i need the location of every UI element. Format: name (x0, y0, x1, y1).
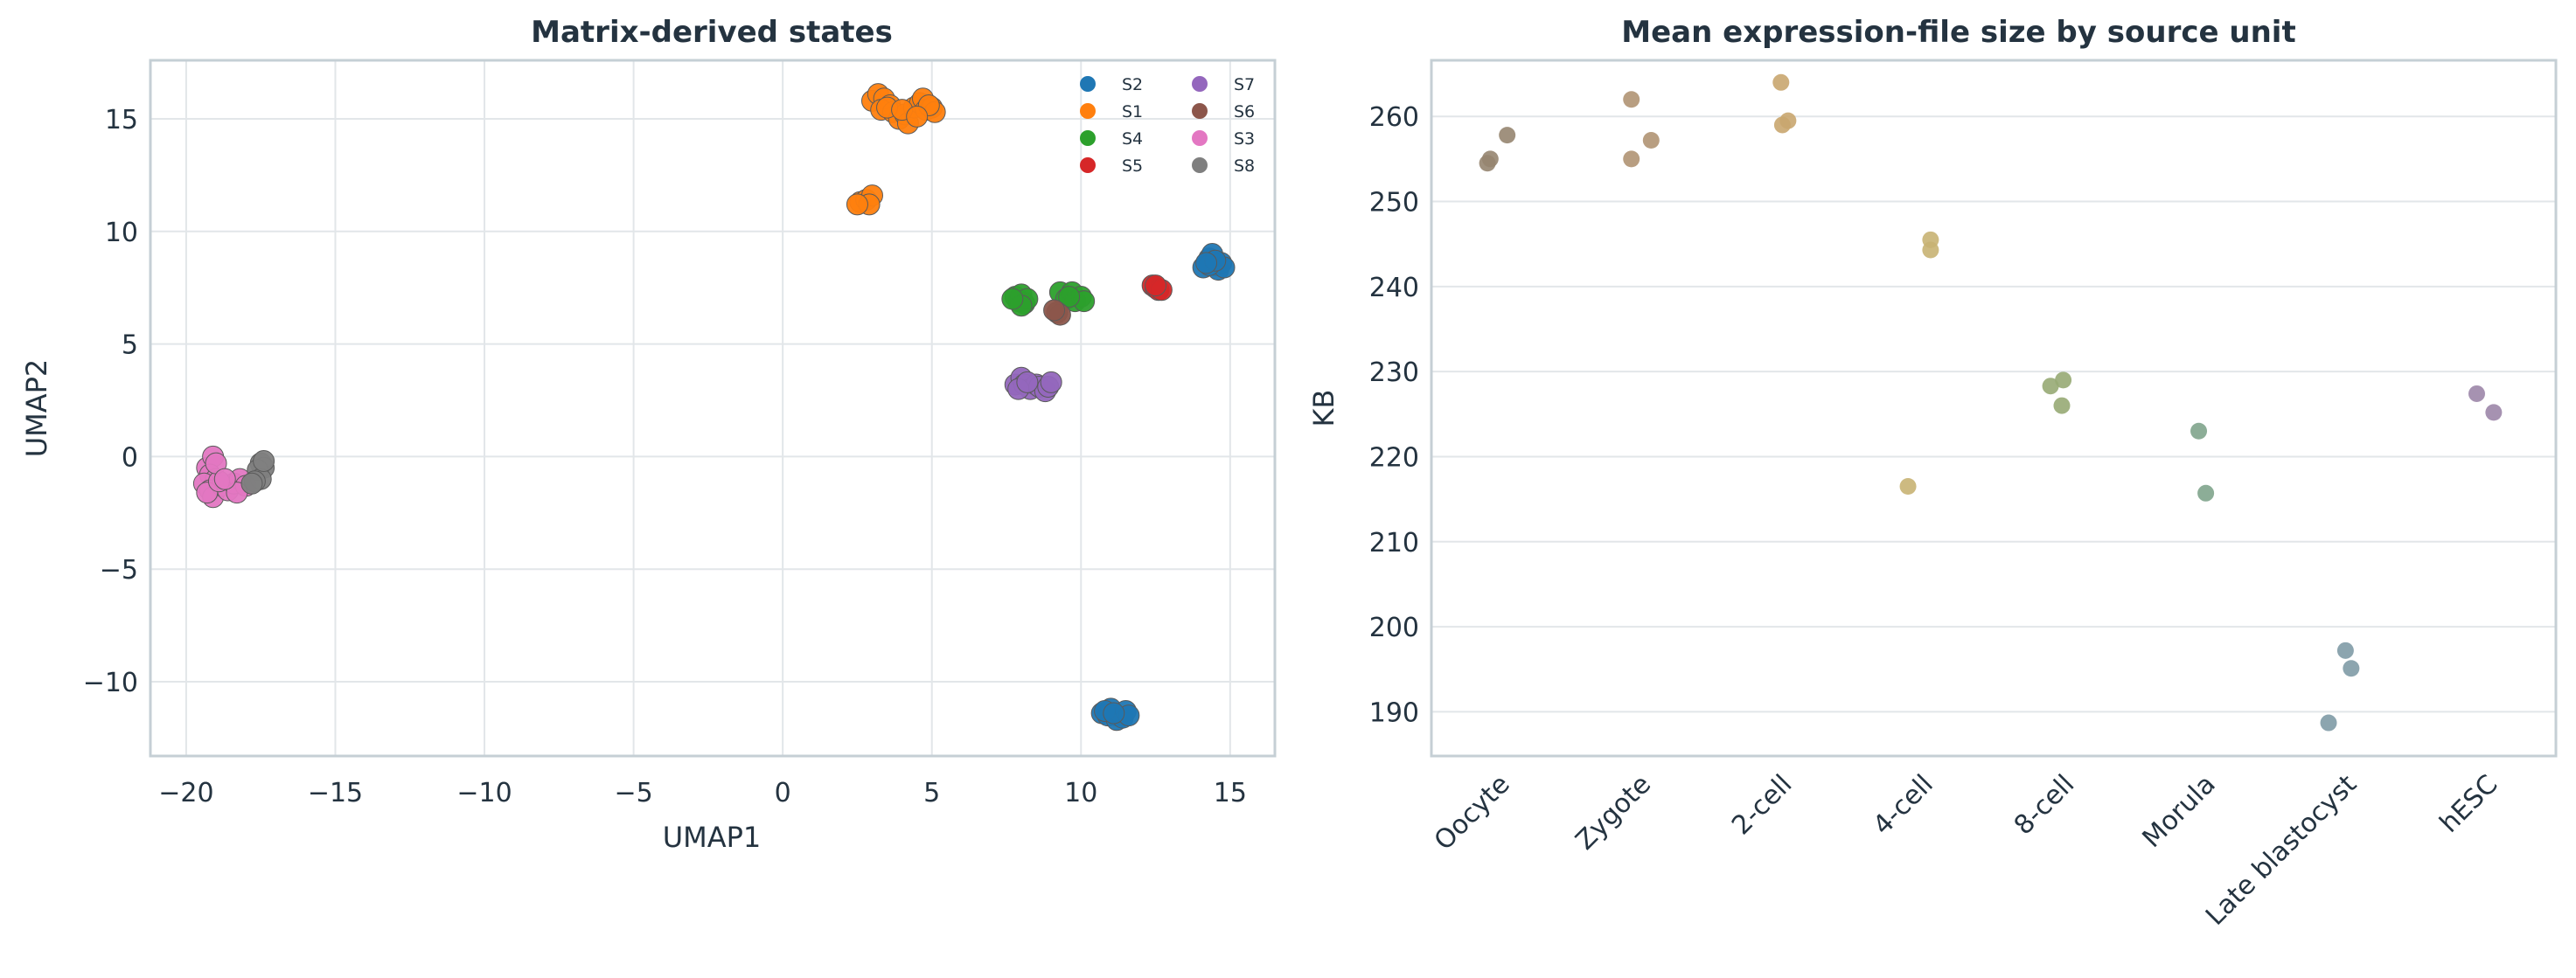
umap-point-s8 (253, 450, 275, 473)
legend-marker-s6 (1192, 103, 1208, 119)
umap-plot-frame (149, 59, 1277, 758)
umap-point-s2 (1103, 702, 1125, 725)
filesize-point (2053, 397, 2071, 414)
legend-label-s1: S1 (1122, 102, 1143, 121)
filesize-y-tick-label: 210 (1369, 528, 1419, 558)
umap-point-s2 (1195, 252, 1218, 274)
umap-panel: Matrix-derived states −20 −15 −10 −5 0 5 10 15 … (20, 15, 1277, 854)
filesize-point (2468, 385, 2486, 402)
umap-point-s4 (1058, 285, 1081, 308)
filesize-point (1899, 478, 1917, 496)
umap-x-tick-label: 5 (923, 778, 940, 808)
legend-marker-s8 (1192, 157, 1208, 173)
filesize-point (1779, 112, 1797, 129)
filesize-y-ticks: 190 200 210 220 230 240 250 260 (1369, 102, 1419, 728)
legend-marker-s3 (1192, 130, 1208, 146)
legend-label-s3: S3 (1234, 129, 1255, 149)
umap-y-tick-label: 15 (105, 105, 138, 135)
filesize-point (2197, 484, 2215, 502)
legend-label-s7: S7 (1234, 75, 1255, 94)
umap-y-tick-label: 10 (105, 218, 138, 248)
umap-point-s5 (1145, 274, 1167, 297)
filesize-point (2190, 422, 2208, 440)
umap-x-tick-label: 0 (775, 778, 791, 808)
filesize-y-tick-label: 240 (1369, 273, 1419, 303)
filesize-point (1481, 150, 1499, 168)
umap-point-s1 (846, 193, 868, 216)
umap-x-label: UMAP1 (663, 821, 762, 854)
filesize-y-tick-label: 220 (1369, 442, 1419, 473)
filesize-point (2485, 404, 2503, 421)
legend-marker-s7 (1192, 76, 1208, 92)
umap-point-s8 (240, 472, 263, 495)
filesize-point (2320, 714, 2337, 732)
umap-gridlines (150, 60, 1275, 756)
legend-label-s8: S8 (1234, 156, 1255, 176)
legend-marker-s1 (1080, 103, 1096, 119)
filesize-y-tick-label: 230 (1369, 357, 1419, 388)
umap-x-tick-label: 15 (1214, 778, 1247, 808)
filesize-y-tick-label: 260 (1369, 102, 1419, 133)
umap-y-ticks: −10 −5 0 5 10 15 (83, 105, 138, 698)
umap-point-s1 (906, 105, 929, 128)
legend-label-s2: S2 (1122, 75, 1143, 94)
umap-x-ticks: −20 −15 −10 −5 0 5 10 15 (158, 778, 1247, 808)
legend-label-s6: S6 (1234, 102, 1255, 121)
filesize-y-tick-label: 190 (1369, 697, 1419, 728)
filesize-gridlines (1431, 115, 2556, 713)
umap-y-tick-label: 0 (122, 442, 138, 473)
umap-x-tick-label: −5 (614, 778, 652, 808)
filesize-point (1642, 131, 1660, 149)
legend-marker-s4 (1080, 130, 1096, 146)
filesize-point (1922, 241, 1939, 259)
filesize-point (1623, 91, 1640, 108)
filesize-y-label: KB (1307, 390, 1340, 427)
umap-y-tick-label: −10 (83, 668, 138, 698)
filesize-point (2055, 371, 2072, 389)
legend-label-s4: S4 (1122, 129, 1143, 149)
umap-y-label: UMAP2 (20, 359, 53, 458)
legend-label-s5: S5 (1122, 156, 1143, 176)
legend-marker-s2 (1080, 76, 1096, 92)
filesize-point (2336, 642, 2354, 659)
filesize-point (1623, 150, 1640, 168)
filesize-point (2343, 660, 2360, 677)
umap-x-tick-label: −20 (158, 778, 213, 808)
filesize-point (1772, 73, 1790, 91)
umap-point-s6 (1043, 299, 1066, 322)
umap-x-tick-label: 10 (1064, 778, 1097, 808)
filesize-points (1479, 73, 2503, 732)
umap-x-tick-label: −15 (308, 778, 363, 808)
umap-x-tick-label: −10 (456, 778, 512, 808)
umap-y-tick-label: −5 (100, 555, 138, 586)
filesize-y-tick-label: 250 (1369, 188, 1419, 218)
filesize-point (1499, 127, 1516, 144)
filesize-plot-frame (1430, 59, 2558, 758)
umap-point-s7 (1040, 371, 1062, 393)
umap-point-s3 (213, 468, 236, 490)
filesize-title: Mean expression-file size by source unit (1621, 15, 2295, 50)
legend-marker-s5 (1080, 157, 1096, 173)
filesize-point (2042, 378, 2059, 395)
umap-points (192, 83, 1236, 732)
umap-y-tick-label: 5 (122, 330, 138, 361)
umap-point-s4 (1001, 288, 1024, 310)
umap-legend: S2 S1 S4 S5 S7 S6 S3 S8 (1080, 75, 1255, 176)
filesize-y-tick-label: 200 (1369, 613, 1419, 643)
umap-point-s7 (1016, 371, 1039, 393)
umap-title: Matrix-derived states (531, 15, 893, 50)
